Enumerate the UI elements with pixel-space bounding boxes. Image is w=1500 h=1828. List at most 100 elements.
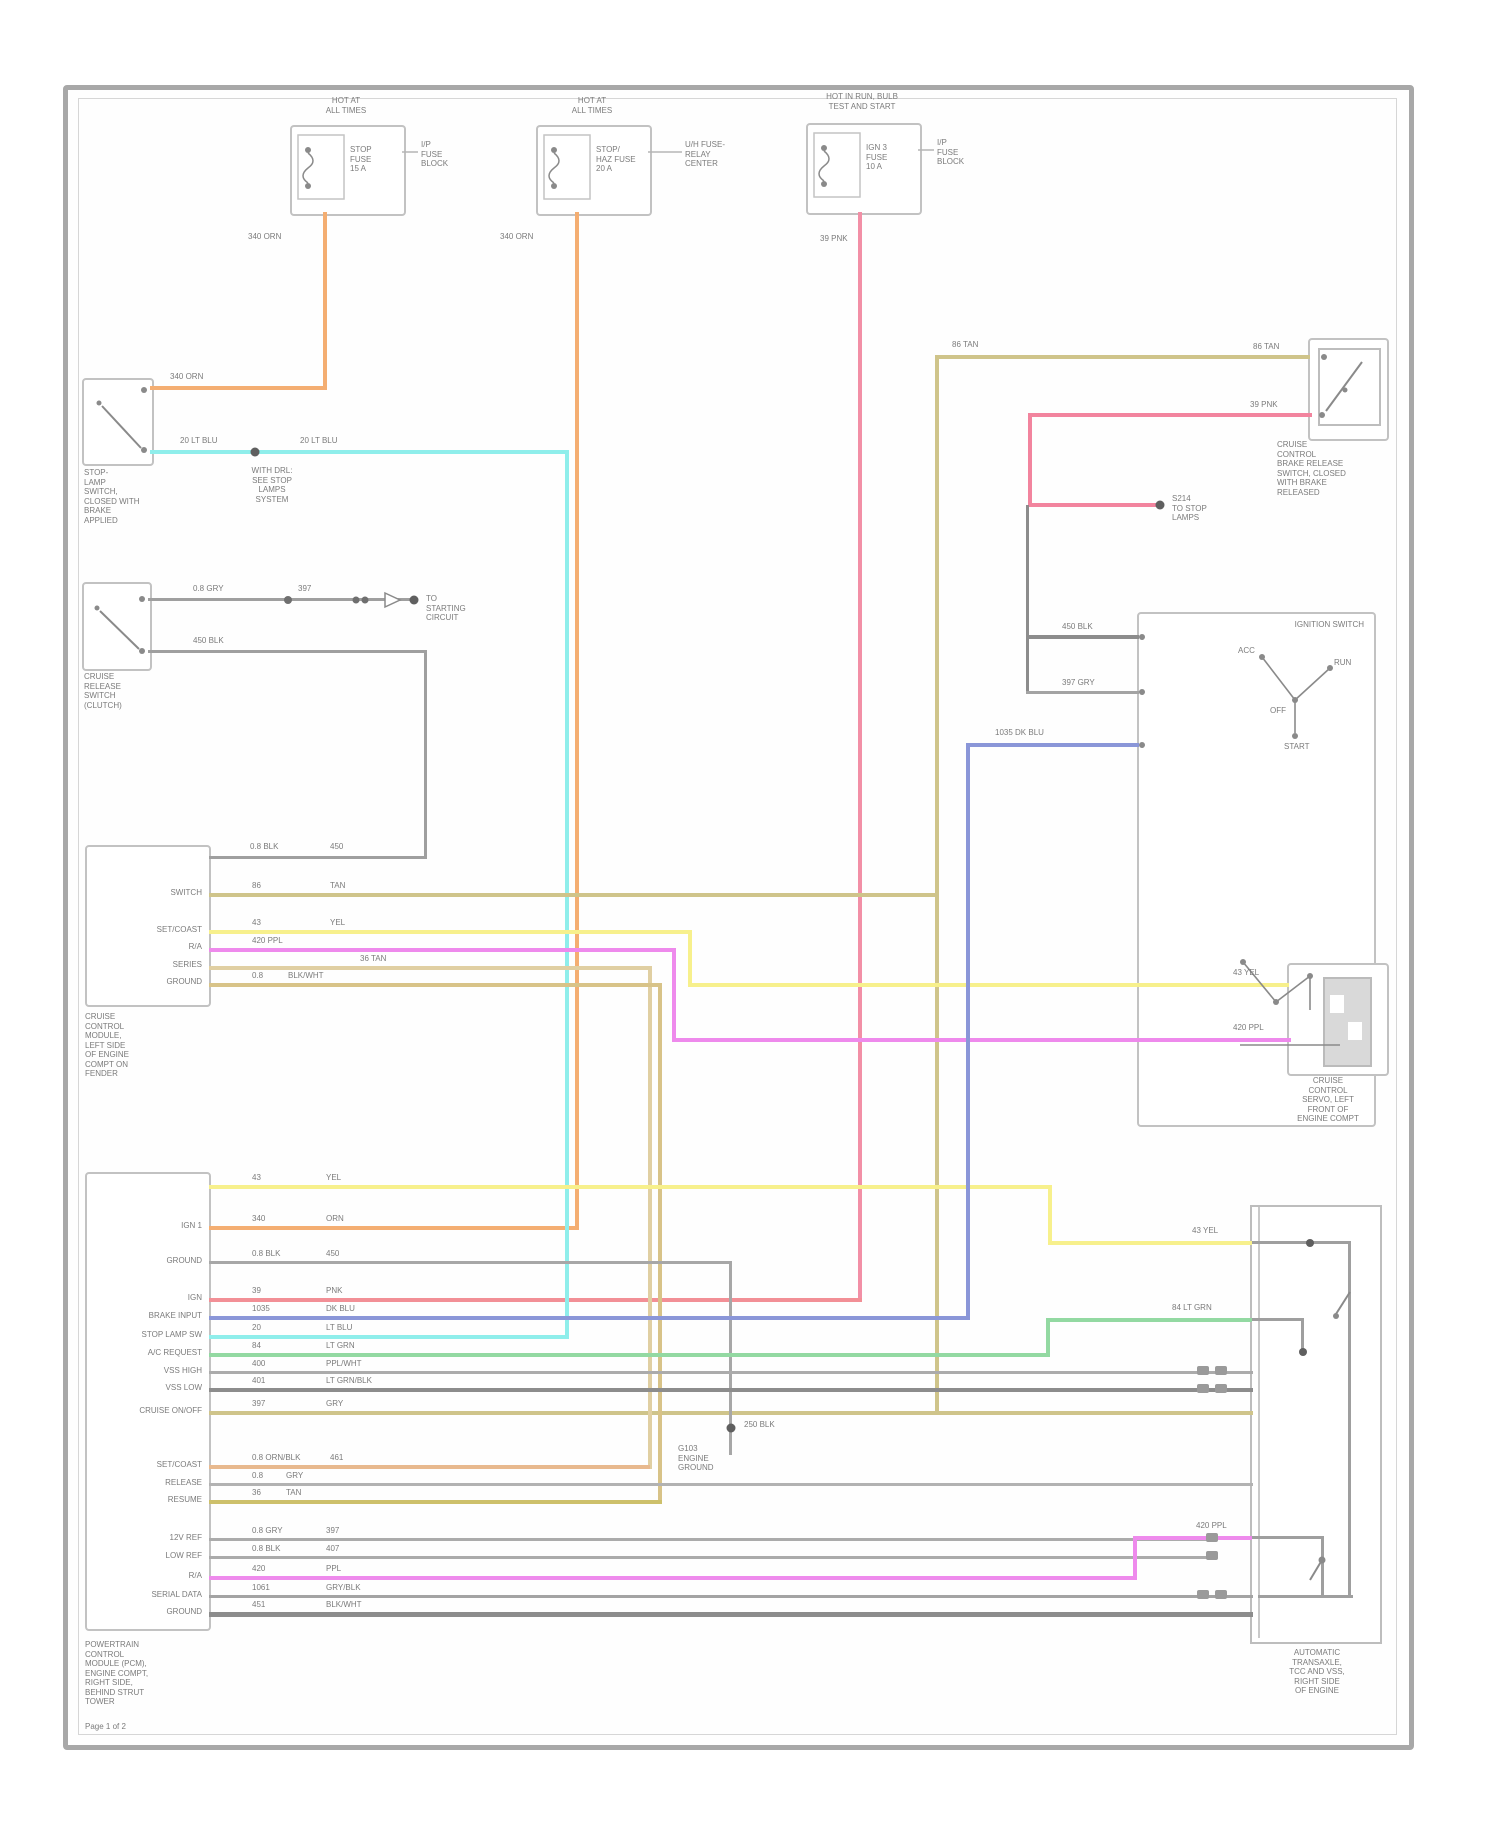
fuse-c-text: IGN 3 FUSE 10 A bbox=[866, 143, 888, 171]
ign-blue-label: 1035 DK BLU bbox=[995, 728, 1044, 737]
m2-r13-pin: RESUME bbox=[167, 1495, 202, 1504]
release-w2-label: 397 bbox=[298, 584, 312, 593]
fuse-a-text: STOP FUSE 15 A bbox=[350, 145, 372, 173]
wire-pnk-splice bbox=[1028, 503, 1160, 507]
m2-r14-a: 0.8 GRY bbox=[252, 1526, 283, 1535]
m2-r8-a: 400 bbox=[252, 1359, 266, 1368]
wire-m1-r2 bbox=[209, 893, 937, 897]
m2-r9-b: LT GRN/BLK bbox=[326, 1376, 372, 1385]
release-wire-symbols bbox=[284, 591, 419, 609]
cruise-module-label: CRUISE CONTROL MODULE, LEFT SIDE OF ENGI… bbox=[85, 1012, 130, 1078]
m2-r10-pin: CRUISE ON/OFF bbox=[139, 1406, 202, 1415]
m2-r12-b: GRY bbox=[286, 1471, 304, 1480]
wire-pnk-sw-h bbox=[1030, 413, 1312, 417]
ign-p2: OFF bbox=[1270, 706, 1286, 715]
m1-r6-a: 0.8 bbox=[252, 971, 264, 980]
release-w1-label: 0.8 GRY bbox=[193, 584, 224, 593]
m1-r4-pin: R/A bbox=[188, 942, 202, 951]
release-arrow-label: TO STARTING CIRCUIT bbox=[426, 594, 466, 622]
wire-yel2-h1 bbox=[209, 1185, 1050, 1189]
wire-khaki-top bbox=[937, 355, 1310, 359]
stoplamp-switch-glyph bbox=[96, 387, 147, 453]
transaxle-glyph bbox=[1299, 1239, 1351, 1581]
fuse-c-wire-label: 39 PNK bbox=[820, 234, 848, 243]
fuse-b-wire-label: 340 ORN bbox=[500, 232, 534, 241]
m2-r10-b: GRY bbox=[326, 1399, 344, 1408]
wire-m1-r1 bbox=[209, 856, 427, 859]
m2-r7-a: 84 bbox=[252, 1341, 261, 1350]
ign-p4: START bbox=[1284, 742, 1310, 751]
ignition-glyph bbox=[1139, 634, 1340, 1046]
trans-int-v2 bbox=[1301, 1318, 1304, 1354]
m2-r11-b: 461 bbox=[330, 1453, 344, 1462]
wire-mag1-h2 bbox=[672, 1038, 1291, 1042]
fuse-block-c bbox=[806, 123, 922, 215]
trans-int-mag-stub bbox=[1252, 1536, 1323, 1539]
m2-r17-b: GRY/BLK bbox=[326, 1583, 361, 1592]
fuse-c-side: I/P FUSE BLOCK bbox=[937, 138, 965, 166]
trans-int-grn-stub bbox=[1252, 1318, 1303, 1321]
wire-gry-ign2 bbox=[1026, 691, 1139, 694]
m2-r9-pin: VSS LOW bbox=[165, 1383, 202, 1392]
m2-r5-pin: BRAKE INPUT bbox=[148, 1311, 202, 1320]
connector-blob bbox=[1215, 1384, 1227, 1393]
m2-r13-b: TAN bbox=[286, 1488, 302, 1497]
wire-vss-lo bbox=[209, 1388, 1253, 1392]
servo-label: CRUISE CONTROL SERVO, LEFT FRONT OF ENGI… bbox=[1297, 1076, 1359, 1123]
wire-grn-h1 bbox=[209, 1353, 1048, 1357]
fuse-b-text: STOP/ HAZ FUSE 20 A bbox=[596, 145, 636, 173]
m2-r18-a: 451 bbox=[252, 1600, 266, 1609]
wire-mag1-h1 bbox=[209, 948, 674, 952]
servo-core bbox=[1323, 977, 1372, 1067]
trans-mag-label: 420 PPL bbox=[1196, 1521, 1227, 1530]
fuse-b-side: U/H FUSE- RELAY CENTER bbox=[685, 140, 725, 168]
m2-r3-a: 0.8 BLK bbox=[252, 1249, 281, 1258]
connector-blob bbox=[1197, 1590, 1209, 1599]
m2-r3-pin: GROUND bbox=[166, 1256, 202, 1265]
ground-side-label: 250 BLK bbox=[744, 1420, 775, 1429]
m2-r8-b: PPL/WHT bbox=[326, 1359, 362, 1368]
m2-r16-pin: R/A bbox=[188, 1571, 202, 1580]
wire-cyan-h1 bbox=[150, 450, 569, 454]
wire-release-bot-h bbox=[148, 650, 427, 653]
m2-r10-a: 397 bbox=[252, 1399, 266, 1408]
wire-release-row bbox=[209, 1483, 1253, 1486]
wire-blu-v bbox=[966, 745, 970, 1320]
wire-orn-a-h bbox=[150, 386, 327, 390]
m1-r2-pin: SWITCH bbox=[170, 888, 202, 897]
wire-grn-v bbox=[1046, 1318, 1050, 1357]
release-w3-label: 450 BLK bbox=[193, 636, 224, 645]
ignition-title: IGNITION SWITCH bbox=[1294, 620, 1364, 629]
brake-release-glyph bbox=[1319, 354, 1363, 418]
wire-yel1-h1 bbox=[209, 930, 690, 934]
wire-orn-b-v bbox=[575, 212, 579, 1230]
wire-mag1-v bbox=[672, 948, 676, 1042]
trans-int-yel-h bbox=[1310, 1241, 1350, 1244]
fuse-c-glyph bbox=[813, 132, 934, 198]
trans-grn-label: 84 LT GRN bbox=[1172, 1303, 1212, 1312]
transaxle-label: AUTOMATIC TRANSAXLE, TCC AND VSS, RIGHT … bbox=[1289, 1648, 1345, 1695]
wire-pnk-sw-v bbox=[1028, 413, 1032, 507]
wire-khaki-v bbox=[935, 355, 939, 1415]
pcm-label: POWERTRAIN CONTROL MODULE (PCM), ENGINE … bbox=[85, 1640, 149, 1706]
connector-blob bbox=[1197, 1384, 1209, 1393]
wire-orn-a-v bbox=[323, 212, 327, 390]
wire-vss-hi bbox=[209, 1371, 1253, 1374]
wire-yel2-v bbox=[1048, 1185, 1052, 1245]
wire-yel1-h2 bbox=[688, 983, 1289, 987]
m2-r1-b: YEL bbox=[326, 1173, 342, 1182]
ground-label: G103 ENGINE GROUND bbox=[678, 1444, 714, 1472]
wire-tan-r5-v bbox=[648, 966, 652, 1469]
wire-yel1-v bbox=[688, 930, 692, 987]
m2-r3-b: 450 bbox=[326, 1249, 340, 1258]
splice1-dot bbox=[250, 447, 260, 457]
fuse-a-title: HOT AT ALL TIMES bbox=[325, 96, 367, 115]
fuse-block-a bbox=[290, 125, 406, 216]
m1-r5-pin: SERIES bbox=[172, 960, 202, 969]
m1-r2-a: 86 bbox=[252, 881, 261, 890]
connector-blob bbox=[1215, 1366, 1227, 1375]
diagram-inner-frame bbox=[78, 98, 1397, 1735]
servo-w2-label: 420 PPL bbox=[1233, 1023, 1264, 1032]
fuse-block-b bbox=[536, 125, 652, 216]
